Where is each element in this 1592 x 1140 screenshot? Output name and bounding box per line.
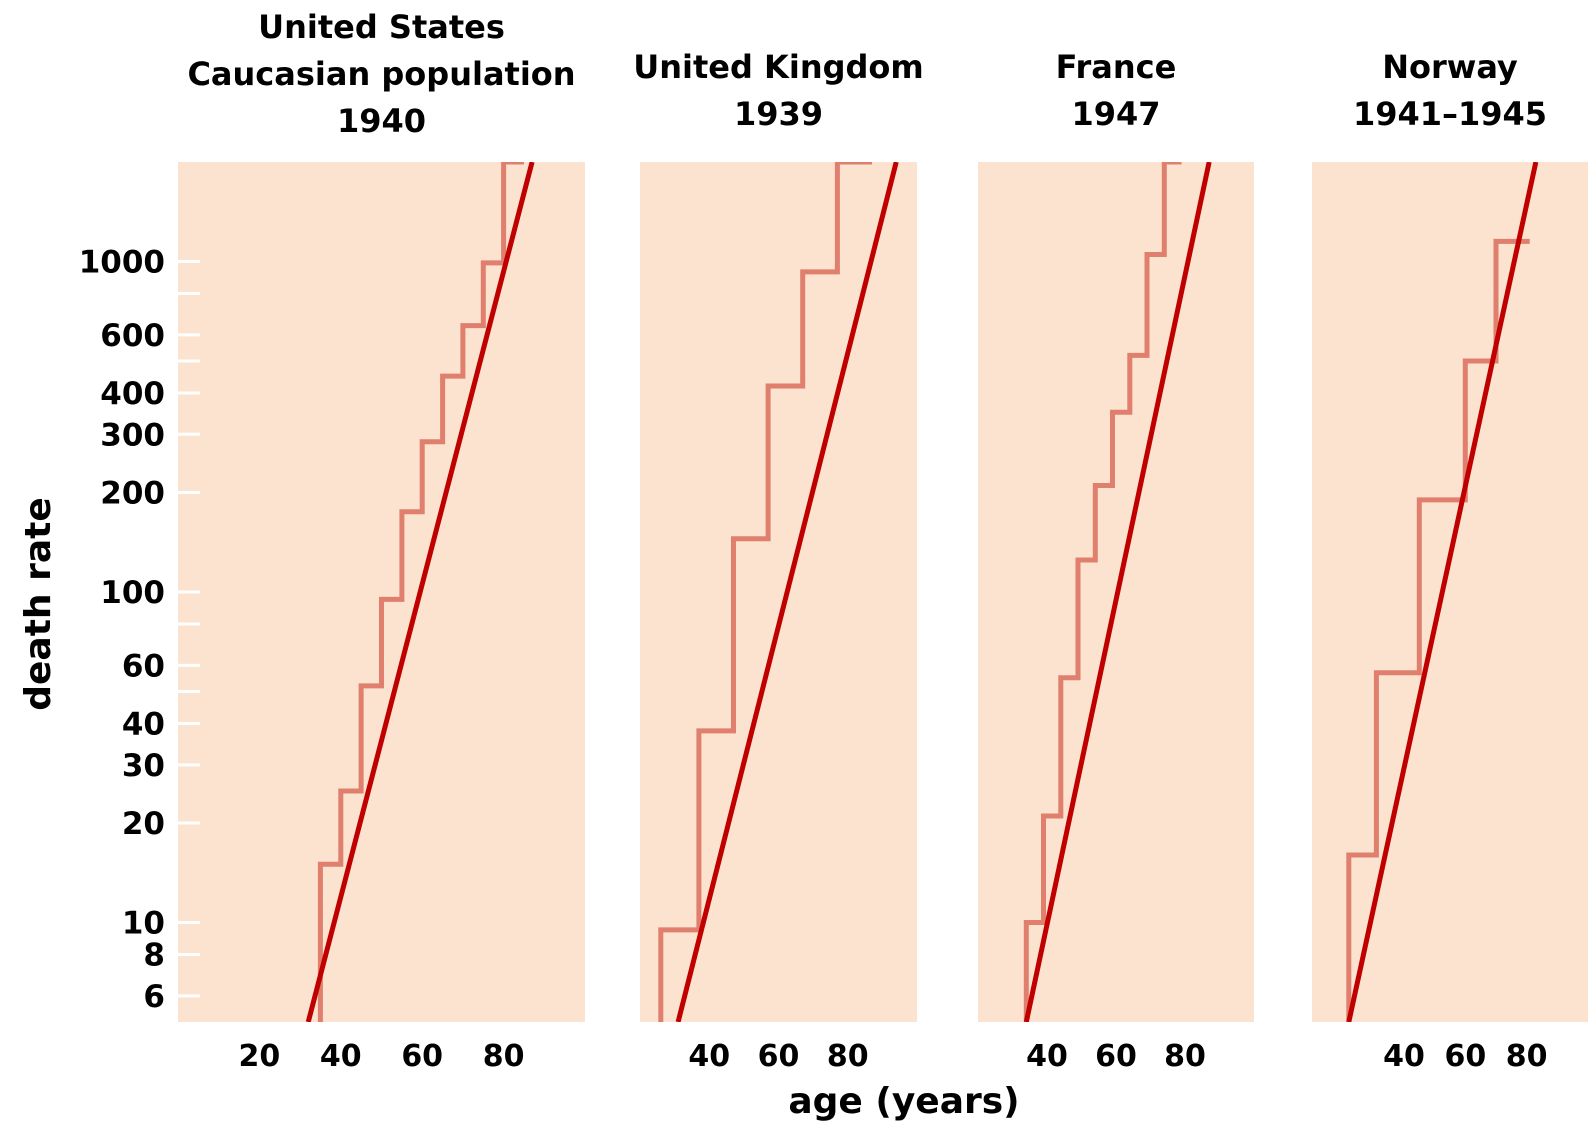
panel-background — [640, 162, 917, 1022]
panel-1: United States Caucasian population 1940 20 4… — [178, 8, 585, 1074]
y-tick-label: 400 — [100, 376, 165, 412]
panel-2: United Kingdom 1939 40 60 80 — [633, 48, 923, 1074]
fit-line — [1023, 162, 1212, 1022]
panel-4: Norway 1941–1945 40 60 80 — [1312, 48, 1588, 1074]
x-tick-label: 60 — [401, 1039, 443, 1074]
panel-3: France 1947 40 60 80 — [978, 48, 1254, 1074]
x-tick-label: 60 — [1095, 1039, 1137, 1074]
y-tick-label: 60 — [122, 648, 165, 684]
y-tick-label: 10 — [122, 906, 165, 942]
panel-title-line: 1940 — [337, 102, 426, 140]
y-tick-label: 200 — [100, 476, 165, 512]
fit-line — [305, 162, 535, 1022]
panel-title-line: France — [1056, 48, 1177, 86]
y-tick-label: 600 — [100, 318, 165, 354]
panel-title-line: Caucasian population — [187, 55, 575, 93]
y-tick-label: 6 — [143, 979, 165, 1015]
panel-title-line: 1941–1945 — [1353, 95, 1547, 133]
fit-line — [1346, 162, 1539, 1022]
step-series — [1023, 162, 1182, 1022]
y-tick-label: 300 — [100, 417, 165, 453]
x-axis-label: age (years) — [788, 1081, 1019, 1122]
panel-title-line: Norway — [1382, 48, 1518, 86]
panels-layer: United States Caucasian population 1940 20 4… — [178, 8, 1588, 1074]
y-tick-label: 1000 — [79, 244, 165, 280]
panel-title-line: United Kingdom — [633, 48, 923, 86]
x-tick-label: 40 — [1026, 1039, 1068, 1074]
x-tick-label: 60 — [1444, 1039, 1486, 1074]
y-tick-label: 100 — [100, 575, 165, 611]
panel-title-line: United States — [258, 8, 505, 46]
y-tick-label: 40 — [122, 707, 165, 743]
y-axis: 6 810 20 30 40 60 100 200 300 400 600 1000 — [79, 244, 200, 1015]
y-tick-label: 20 — [122, 806, 165, 842]
panel-title-line: 1947 — [1071, 95, 1160, 133]
x-tick-label: 20 — [239, 1039, 281, 1074]
x-tick-label: 40 — [688, 1039, 730, 1074]
x-tick-label: 80 — [827, 1039, 869, 1074]
x-tick-label: 80 — [1164, 1039, 1206, 1074]
y-tick-label: 8 — [143, 938, 165, 974]
y-tick-label: 30 — [122, 748, 165, 784]
x-tick-label: 40 — [320, 1039, 362, 1074]
x-tick-label: 80 — [483, 1039, 525, 1074]
panel-background — [1312, 162, 1588, 1022]
panel-title-line: 1939 — [734, 95, 823, 133]
x-tick-label: 80 — [1506, 1039, 1548, 1074]
x-tick-label: 60 — [758, 1039, 800, 1074]
panel-background — [178, 162, 585, 1022]
step-series — [1346, 238, 1530, 1022]
y-axis-label: death rate — [18, 497, 59, 711]
x-tick-label: 40 — [1383, 1039, 1425, 1074]
step-series — [317, 162, 524, 1022]
fit-line — [675, 162, 899, 1022]
